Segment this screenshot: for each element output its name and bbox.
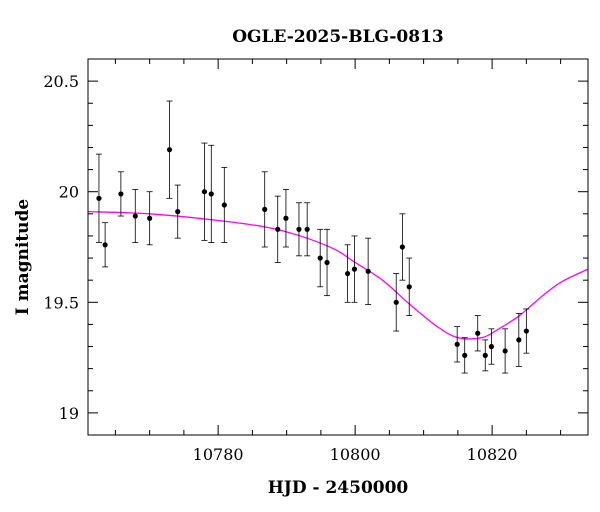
model-curve xyxy=(87,210,589,340)
x-tick-label: 10820 xyxy=(467,445,518,464)
plot-frame xyxy=(87,58,589,436)
data-point xyxy=(275,226,281,232)
data-point xyxy=(454,341,460,347)
data-point xyxy=(166,147,173,153)
data-point xyxy=(502,348,508,354)
data-points-layer xyxy=(95,100,530,374)
chart-title: OGLE-2025-BLG-0813 xyxy=(232,27,444,47)
data-point xyxy=(523,328,529,334)
data-point xyxy=(475,330,481,336)
y-axis-label: I magnitude xyxy=(13,199,33,316)
data-point xyxy=(102,242,108,248)
data-point xyxy=(132,213,138,219)
data-point xyxy=(344,270,351,277)
x-tick-label: 10780 xyxy=(193,445,244,464)
data-point xyxy=(365,268,371,274)
data-point xyxy=(96,195,102,201)
y-tick-label: 20.5 xyxy=(43,72,79,91)
data-point xyxy=(147,215,153,221)
data-point xyxy=(221,202,227,208)
data-point xyxy=(516,337,522,343)
data-point xyxy=(262,206,268,212)
data-point xyxy=(324,259,330,266)
tick-labels: 10780 10800 10820 19 19.5 20 20.5 xyxy=(43,72,517,464)
data-point xyxy=(482,352,488,358)
data-point xyxy=(201,189,208,195)
data-point xyxy=(351,266,358,272)
data-point xyxy=(175,209,181,215)
data-point xyxy=(296,226,302,232)
axis-ticks xyxy=(88,59,588,435)
y-tick-label: 20 xyxy=(59,183,79,202)
data-point xyxy=(488,343,495,350)
data-point xyxy=(462,352,468,358)
data-point xyxy=(317,255,323,261)
x-tick-label: 10800 xyxy=(330,445,381,464)
data-point xyxy=(406,284,412,290)
data-point xyxy=(399,244,405,250)
model-curve-layer xyxy=(87,210,589,340)
data-point xyxy=(393,299,399,305)
data-point xyxy=(304,226,310,232)
data-point xyxy=(283,215,289,221)
data-point xyxy=(118,191,124,197)
data-point xyxy=(208,191,214,197)
x-axis-label: HJD - 2450000 xyxy=(268,478,409,498)
y-tick-label: 19.5 xyxy=(43,293,79,312)
y-tick-label: 19 xyxy=(59,404,79,423)
